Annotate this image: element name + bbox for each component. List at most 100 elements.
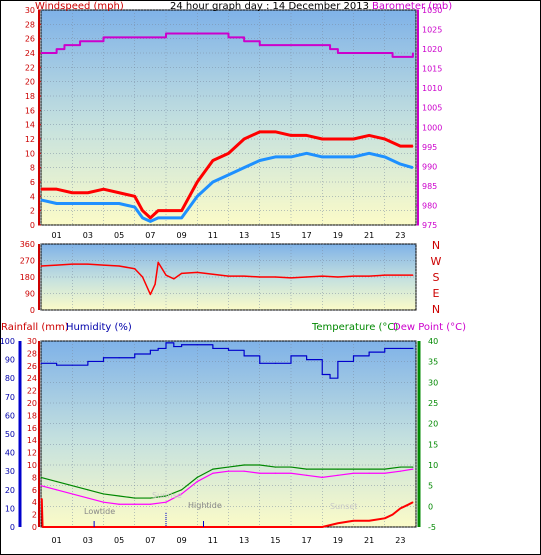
point-dew_point: [368, 472, 370, 474]
point-barometer: [212, 32, 214, 35]
point-barometer: [352, 52, 355, 54]
point-barometer: [102, 36, 105, 38]
barometer-ytick: 995: [422, 143, 437, 152]
point-barometer: [329, 48, 331, 50]
point-dew_point: [118, 503, 120, 505]
point-gust: [118, 192, 120, 194]
windspeed-ytick: 6: [30, 178, 35, 187]
point-temperature: [368, 468, 370, 470]
point-wind_direction: [87, 263, 89, 265]
point-temperature: [384, 468, 386, 470]
humidity-ytick: 90: [5, 356, 15, 365]
point-dew_point: [399, 470, 401, 472]
point-humidity: [165, 342, 167, 344]
windspeed-ytick: 20: [25, 78, 35, 87]
windspeed-ytick: 30: [25, 6, 35, 15]
rainfall-ytick: 8: [32, 473, 37, 482]
point-dew_point: [412, 468, 414, 470]
humidity-ytick: 10: [5, 504, 15, 513]
compass-letter: E: [433, 287, 440, 300]
point-rainfall: [41, 498, 43, 500]
windspeed-ytick: 10: [25, 149, 35, 158]
point-dew_point: [243, 470, 245, 472]
point-gust: [141, 210, 144, 212]
annotation-lowtide: Lowtide: [84, 507, 115, 516]
point-wind_direction: [118, 265, 120, 267]
point-rainfall: [45, 526, 47, 528]
temperature-ytick: 10: [428, 461, 438, 470]
point-average: [243, 167, 245, 169]
rainfall-ytick: 0: [32, 523, 37, 532]
humidity-ytick: 30: [5, 467, 15, 476]
rainfall-ytick: 24: [27, 374, 37, 383]
point-wind_direction: [165, 274, 167, 276]
annotation-sunrise: Sunrise: [152, 491, 182, 500]
point-average: [259, 159, 261, 162]
bottom-xtick: 23: [395, 536, 405, 545]
top-xtick: 19: [333, 231, 343, 240]
point-wind_direction: [259, 276, 261, 278]
point-temperature: [352, 468, 355, 470]
humidity-ytick: 50: [5, 430, 15, 439]
rainfall-ytick: 14: [27, 436, 37, 445]
humidity-ytick: 0: [10, 523, 15, 532]
point-average: [337, 156, 339, 158]
point-barometer: [48, 52, 50, 54]
point-rainfall: [337, 522, 339, 524]
point-temperature: [71, 485, 73, 487]
point-humidity: [118, 357, 120, 359]
point-barometer: [243, 40, 245, 42]
temperature-ytick: 30: [428, 378, 438, 387]
point-temperature: [337, 468, 339, 470]
point-rainfall: [399, 507, 401, 509]
point-wind_direction: [102, 264, 105, 266]
point-average: [87, 202, 89, 205]
barometer-ytick: 1030: [422, 6, 442, 15]
point-gust: [173, 210, 175, 212]
point-temperature: [165, 495, 167, 497]
rainfall-ytick: 6: [32, 486, 37, 495]
barometer-ytick: 975: [422, 221, 437, 230]
point-humidity: [149, 349, 151, 351]
windspeed-ytick: 12: [25, 135, 35, 144]
point-humidity: [368, 351, 370, 353]
windspeed-ytick: 28: [25, 20, 35, 29]
point-humidity: [321, 373, 323, 376]
point-gust: [368, 134, 370, 137]
point-gust: [412, 145, 414, 147]
barometer-ytick: 1010: [422, 84, 442, 93]
point-humidity: [56, 364, 58, 366]
direction-ytick: 360: [20, 240, 35, 249]
top-xtick: 09: [177, 231, 187, 240]
annotation-sunset: Sunset: [330, 502, 357, 511]
point-gust: [306, 134, 308, 137]
point-average: [134, 206, 136, 208]
point-dew_point: [134, 503, 136, 505]
point-dew_point: [227, 470, 230, 472]
point-wind_direction: [337, 276, 339, 278]
point-barometer: [290, 44, 292, 46]
point-average: [227, 174, 230, 176]
top-xtick: 21: [364, 231, 374, 240]
point-humidity: [306, 359, 308, 361]
point-gust: [259, 131, 261, 133]
point-temperature: [321, 468, 323, 470]
point-humidity: [329, 377, 331, 379]
point-average: [173, 217, 175, 219]
dewpoint-axis-title: Dew Point (°C): [393, 322, 466, 333]
point-average: [290, 156, 292, 158]
windspeed-ytick: 0: [30, 221, 35, 230]
point-wind_direction: [290, 277, 292, 279]
rainfall-ytick: 22: [27, 387, 37, 396]
temperature-ytick: 25: [428, 399, 438, 408]
point-barometer: [79, 40, 81, 42]
point-humidity: [87, 360, 89, 363]
point-gust: [384, 138, 386, 140]
windspeed-ytick: 4: [30, 192, 35, 201]
point-temperature: [134, 497, 136, 499]
rainfall-ytick: 10: [27, 461, 37, 470]
temperature-ytick: 20: [428, 420, 438, 429]
rainfall-ytick: 26: [27, 362, 37, 371]
point-barometer: [56, 48, 58, 50]
point-average: [188, 206, 191, 208]
